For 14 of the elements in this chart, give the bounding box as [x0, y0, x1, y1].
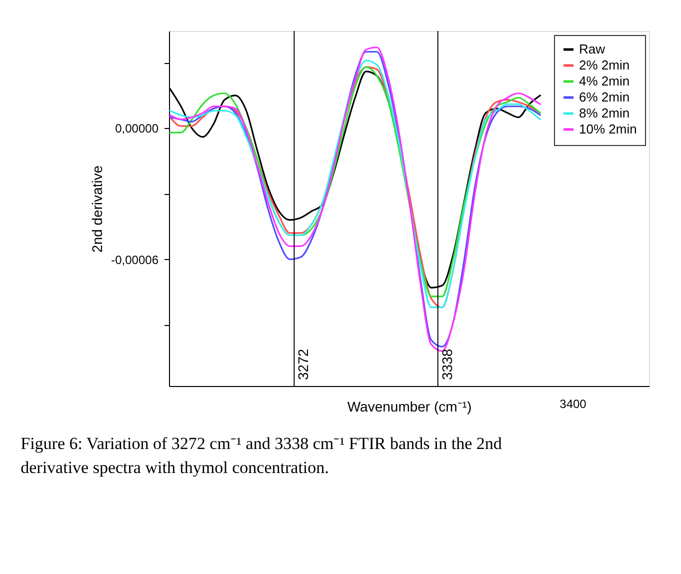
ref-line-label: 3272	[295, 348, 312, 380]
x-axis-title: Wavenumber (cm⁻¹)	[347, 398, 472, 414]
y-tick-label: 0,00000	[115, 122, 159, 136]
legend-label: 6% 2min	[579, 90, 630, 104]
legend-label: Raw	[579, 42, 606, 56]
ref-line-label: 3338	[438, 348, 455, 380]
legend-label: 10% 2min	[579, 122, 637, 136]
caption: Figure 6: Variation of 3272 cm⁻¹ and 3338 cm⁻¹ FTIR bands in the 2nd derivative spectra with thymol concentration.	[20, 434, 502, 477]
legend-label: 2% 2min	[579, 58, 630, 72]
legend-label: 8% 2min	[579, 106, 630, 120]
y-tick-label: -0,00006	[111, 252, 159, 267]
text: 3400	[560, 397, 587, 411]
legend-label: 4% 2min	[579, 74, 630, 88]
y-axis-title: 2nd derivative	[89, 165, 106, 253]
